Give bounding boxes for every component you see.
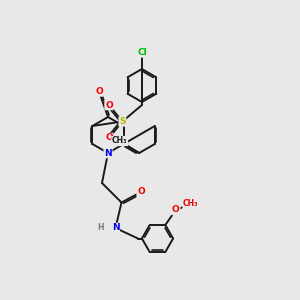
Text: S: S	[119, 117, 126, 126]
Text: CH₃: CH₃	[183, 200, 199, 208]
Text: N: N	[104, 148, 112, 158]
Text: O: O	[95, 87, 103, 96]
Text: O: O	[105, 134, 113, 142]
Text: N: N	[112, 224, 119, 232]
Text: O: O	[105, 100, 113, 109]
Text: CH₃: CH₃	[112, 136, 128, 146]
Text: O: O	[137, 188, 145, 196]
Text: O: O	[172, 206, 180, 214]
Text: Cl: Cl	[137, 48, 147, 57]
Text: H: H	[97, 224, 104, 232]
